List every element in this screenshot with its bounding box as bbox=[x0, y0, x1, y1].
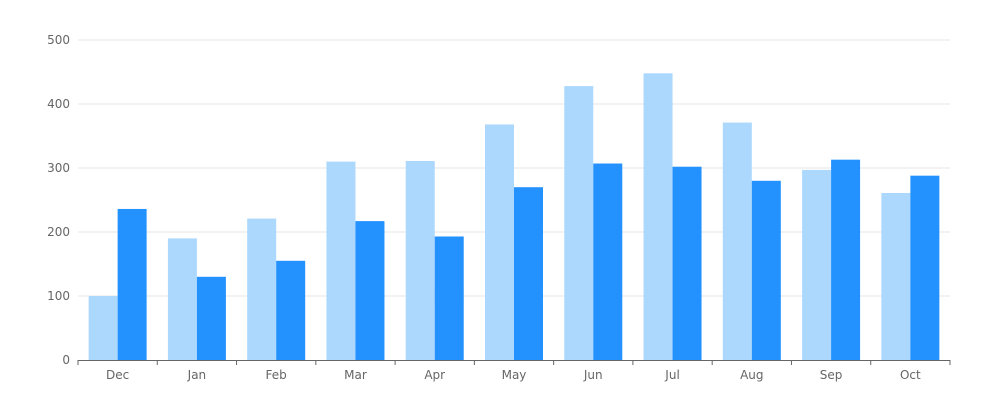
y-axis-labels: 0 100 200 300 400 500 bbox=[47, 33, 70, 367]
bar-series-2 bbox=[672, 166, 702, 360]
x-tick-label: Dec bbox=[106, 368, 129, 382]
bar-series-2 bbox=[910, 175, 940, 360]
bar-series-2 bbox=[276, 260, 306, 360]
x-axis-labels: Dec Jan Feb Mar Apr May Jun Jul Aug Sep Oct bbox=[106, 368, 921, 382]
bar-series-1 bbox=[802, 169, 832, 360]
y-tick-label: 500 bbox=[47, 33, 70, 47]
y-tick-label: 0 bbox=[62, 353, 70, 367]
bar-series-1 bbox=[881, 192, 911, 360]
bar-series-1 bbox=[88, 296, 118, 360]
bar-series-1 bbox=[405, 160, 435, 360]
y-tick-label: 200 bbox=[47, 225, 70, 239]
bar-series-2 bbox=[751, 180, 781, 360]
bar-series-2 bbox=[434, 236, 464, 360]
x-axis bbox=[77, 360, 951, 365]
x-tick-label: Feb bbox=[266, 368, 287, 382]
x-tick-label: Oct bbox=[900, 368, 921, 382]
x-tick-label: Sep bbox=[820, 368, 843, 382]
x-tick-label: Aug bbox=[740, 368, 763, 382]
bar-series-2 bbox=[117, 208, 147, 360]
bar-series-2 bbox=[831, 159, 861, 360]
bar-series-1 bbox=[167, 238, 197, 360]
y-tick-label: 100 bbox=[47, 289, 70, 303]
bar-series-2 bbox=[593, 163, 623, 360]
bar-series-2 bbox=[355, 221, 385, 360]
x-tick-label: Apr bbox=[424, 368, 445, 382]
bar-series-1 bbox=[326, 161, 356, 360]
bar-series-1 bbox=[564, 86, 594, 360]
bar-series-2 bbox=[196, 276, 226, 360]
bar-series-2 bbox=[514, 187, 543, 360]
x-tick-label: Jun bbox=[583, 368, 603, 382]
bar-series-1 bbox=[485, 124, 514, 360]
bars bbox=[88, 73, 940, 360]
y-tick-label: 300 bbox=[47, 161, 70, 175]
bar-series-1 bbox=[722, 122, 752, 360]
bar-series-1 bbox=[643, 73, 673, 360]
x-tick-label: Jul bbox=[664, 368, 679, 382]
x-tick-label: Jan bbox=[187, 368, 207, 382]
bar-series-1 bbox=[247, 218, 277, 360]
x-tick-label: May bbox=[502, 368, 527, 382]
y-tick-label: 400 bbox=[47, 97, 70, 111]
x-tick-label: Mar bbox=[344, 368, 367, 382]
